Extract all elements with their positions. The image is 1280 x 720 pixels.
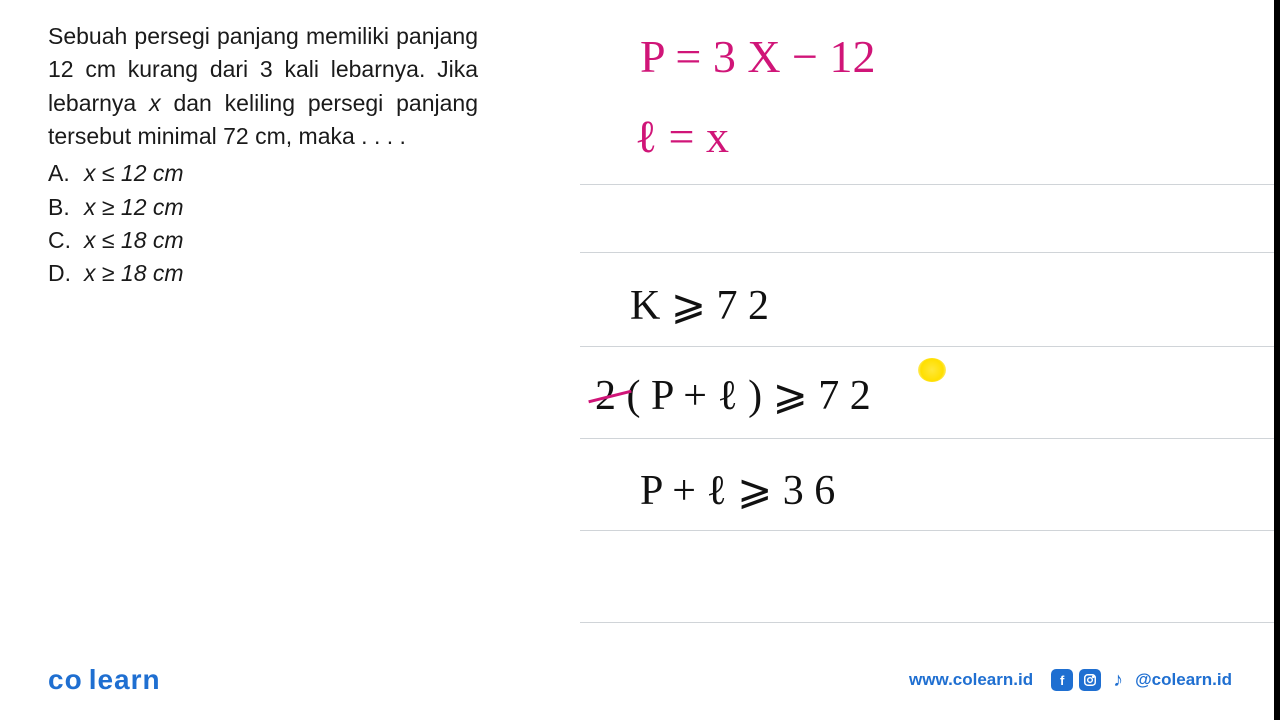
tiktok-icon[interactable]: ♪ <box>1107 669 1129 691</box>
question-var: x <box>149 90 161 116</box>
option-d: D. x ≥ 18 cm <box>48 257 478 290</box>
question-panel: Sebuah persegi panjang memiliki panjang … <box>48 20 478 291</box>
question-text: Sebuah persegi panjang memiliki panjang … <box>48 20 478 153</box>
notebook-line <box>580 622 1280 623</box>
options-list: A. x ≤ 12 cm B. x ≥ 12 cm C. x ≤ 18 cm D… <box>48 157 478 290</box>
notebook-line <box>580 184 1280 185</box>
handwriting-line: ℓ = x <box>635 110 729 163</box>
right-border <box>1274 0 1280 720</box>
option-text: x ≤ 12 cm <box>84 157 184 190</box>
option-text: x ≤ 18 cm <box>84 224 184 257</box>
option-letter: A. <box>48 157 84 190</box>
website-url[interactable]: www.colearn.id <box>909 670 1033 690</box>
handwriting-line: 2 ( P + ℓ ) ⩾ 7 2 <box>595 370 871 420</box>
option-b: B. x ≥ 12 cm <box>48 191 478 224</box>
option-letter: C. <box>48 224 84 257</box>
notebook-line <box>580 438 1280 439</box>
notebook-area: P = 3 X − 12 ℓ = x K ⩾ 7 2 2 ( P + ℓ ) ⩾ 7 … <box>580 0 1280 640</box>
logo-learn: learn <box>89 664 161 695</box>
footer-bar: co learn www.colearn.id f ♪ @colearn.id <box>0 660 1280 700</box>
highlight-dot-icon <box>918 358 946 382</box>
instagram-icon[interactable] <box>1079 669 1101 691</box>
handwriting-line: P = 3 X − 12 <box>640 30 875 83</box>
footer-right: www.colearn.id f ♪ @colearn.id <box>909 669 1232 691</box>
handwriting-line: P + ℓ ⩾ 3 6 <box>640 465 835 515</box>
logo-co: co <box>48 664 83 695</box>
colearn-logo: co learn <box>48 664 161 696</box>
option-text: x ≥ 18 cm <box>84 257 184 290</box>
notebook-line <box>580 346 1280 347</box>
option-text: x ≥ 12 cm <box>84 191 184 224</box>
option-c: C. x ≤ 18 cm <box>48 224 478 257</box>
notebook-line <box>580 252 1280 253</box>
notebook-line <box>580 530 1280 531</box>
option-letter: B. <box>48 191 84 224</box>
facebook-icon[interactable]: f <box>1051 669 1073 691</box>
social-icons: f ♪ @colearn.id <box>1051 669 1232 691</box>
social-handle[interactable]: @colearn.id <box>1135 670 1232 690</box>
option-letter: D. <box>48 257 84 290</box>
option-a: A. x ≤ 12 cm <box>48 157 478 190</box>
handwriting-line: K ⩾ 7 2 <box>630 280 769 330</box>
